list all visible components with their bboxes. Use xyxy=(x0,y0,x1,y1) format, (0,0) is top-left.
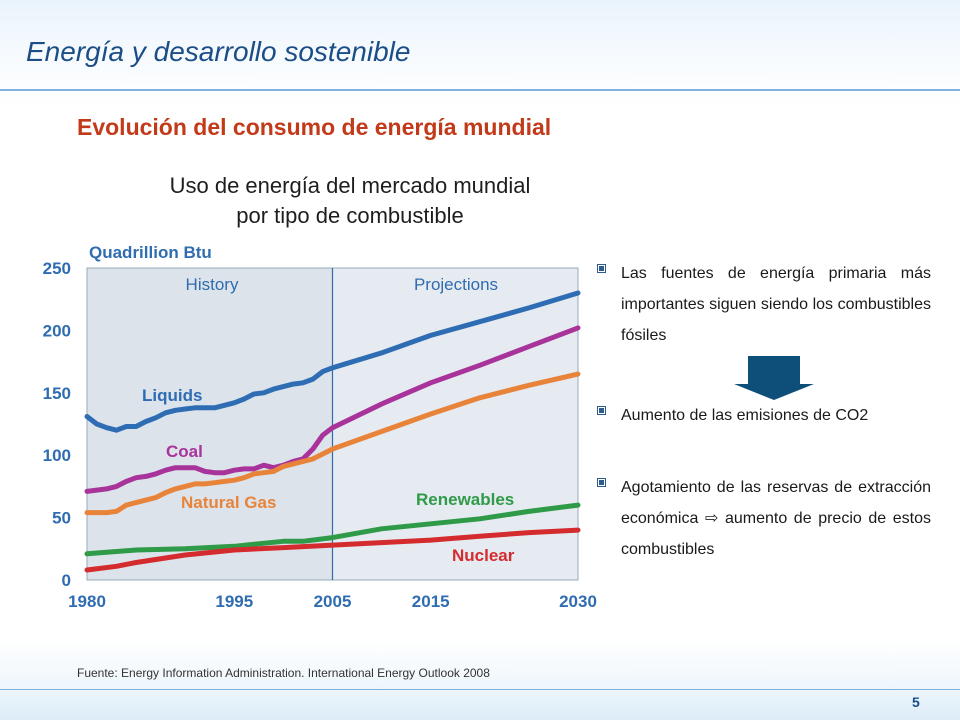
unit-label: Quadrillion Btu xyxy=(89,243,212,262)
series-line-coal xyxy=(84,325,581,494)
source-note: Fuente: Energy Information Administratio… xyxy=(77,666,490,680)
x-tick-label: 2015 xyxy=(412,592,450,611)
bullet-text: Agotamiento de las reservas de extracció… xyxy=(621,479,931,558)
y-tick-label: 0 xyxy=(62,571,71,590)
series-label-liquids: Liquids xyxy=(142,386,202,405)
square-bullet-icon xyxy=(597,478,606,487)
series-line-liquids xyxy=(84,290,581,433)
y-tick-label: 50 xyxy=(52,509,71,528)
history-label: History xyxy=(186,275,239,294)
bullet-item-fossil-fuels: Las fuentes de energía primaria más impo… xyxy=(597,258,931,351)
header-background xyxy=(0,0,960,110)
header-divider xyxy=(0,89,960,91)
series-label-natural_gas: Natural Gas xyxy=(181,493,276,512)
series-line-nuclear xyxy=(84,527,581,573)
page-title: Energía y desarrollo sostenible xyxy=(26,36,411,67)
chart-title-line-1: Uso de energía del mercado mundial xyxy=(169,173,531,198)
bullet-text: Aumento de las emisiones de CO2 xyxy=(621,407,869,424)
projections-label: Projections xyxy=(414,275,498,294)
y-tick-label: 250 xyxy=(43,259,71,278)
x-tick-label: 2005 xyxy=(314,592,352,611)
chart-title: Uso de energía del mercado mundial por t… xyxy=(100,171,600,231)
bullet-item-reserves: Agotamiento de las reservas de extracció… xyxy=(597,472,931,565)
footer-background xyxy=(0,640,960,720)
x-tick-label: 2030 xyxy=(559,592,597,611)
series-line-renewables xyxy=(84,502,581,557)
series-line-natural_gas xyxy=(84,371,581,516)
y-tick-label: 200 xyxy=(43,321,71,340)
series-label-renewables: Renewables xyxy=(416,490,514,509)
x-tick-label: 1995 xyxy=(215,592,253,611)
page-number: 5 xyxy=(912,694,920,710)
square-bullet-icon xyxy=(597,264,606,273)
series-label-coal: Coal xyxy=(166,442,203,461)
square-bullet-icon xyxy=(597,406,606,415)
series-label-nuclear: Nuclear xyxy=(452,546,515,565)
bullet-text: Las fuentes de energía primaria más impo… xyxy=(621,265,931,344)
bullet-item-emissions: Aumento de las emisiones de CO2 xyxy=(597,400,931,431)
y-tick-label: 100 xyxy=(43,446,71,465)
y-tick-label: 150 xyxy=(43,384,71,403)
x-tick-label: 1980 xyxy=(68,592,106,611)
down-arrow-icon xyxy=(734,356,814,400)
slide-subtitle: Evolución del consumo de energía mundial xyxy=(77,114,552,140)
history-region xyxy=(87,268,333,580)
chart-title-line-2: por tipo de combustible xyxy=(236,203,464,228)
footer-divider xyxy=(0,689,960,690)
